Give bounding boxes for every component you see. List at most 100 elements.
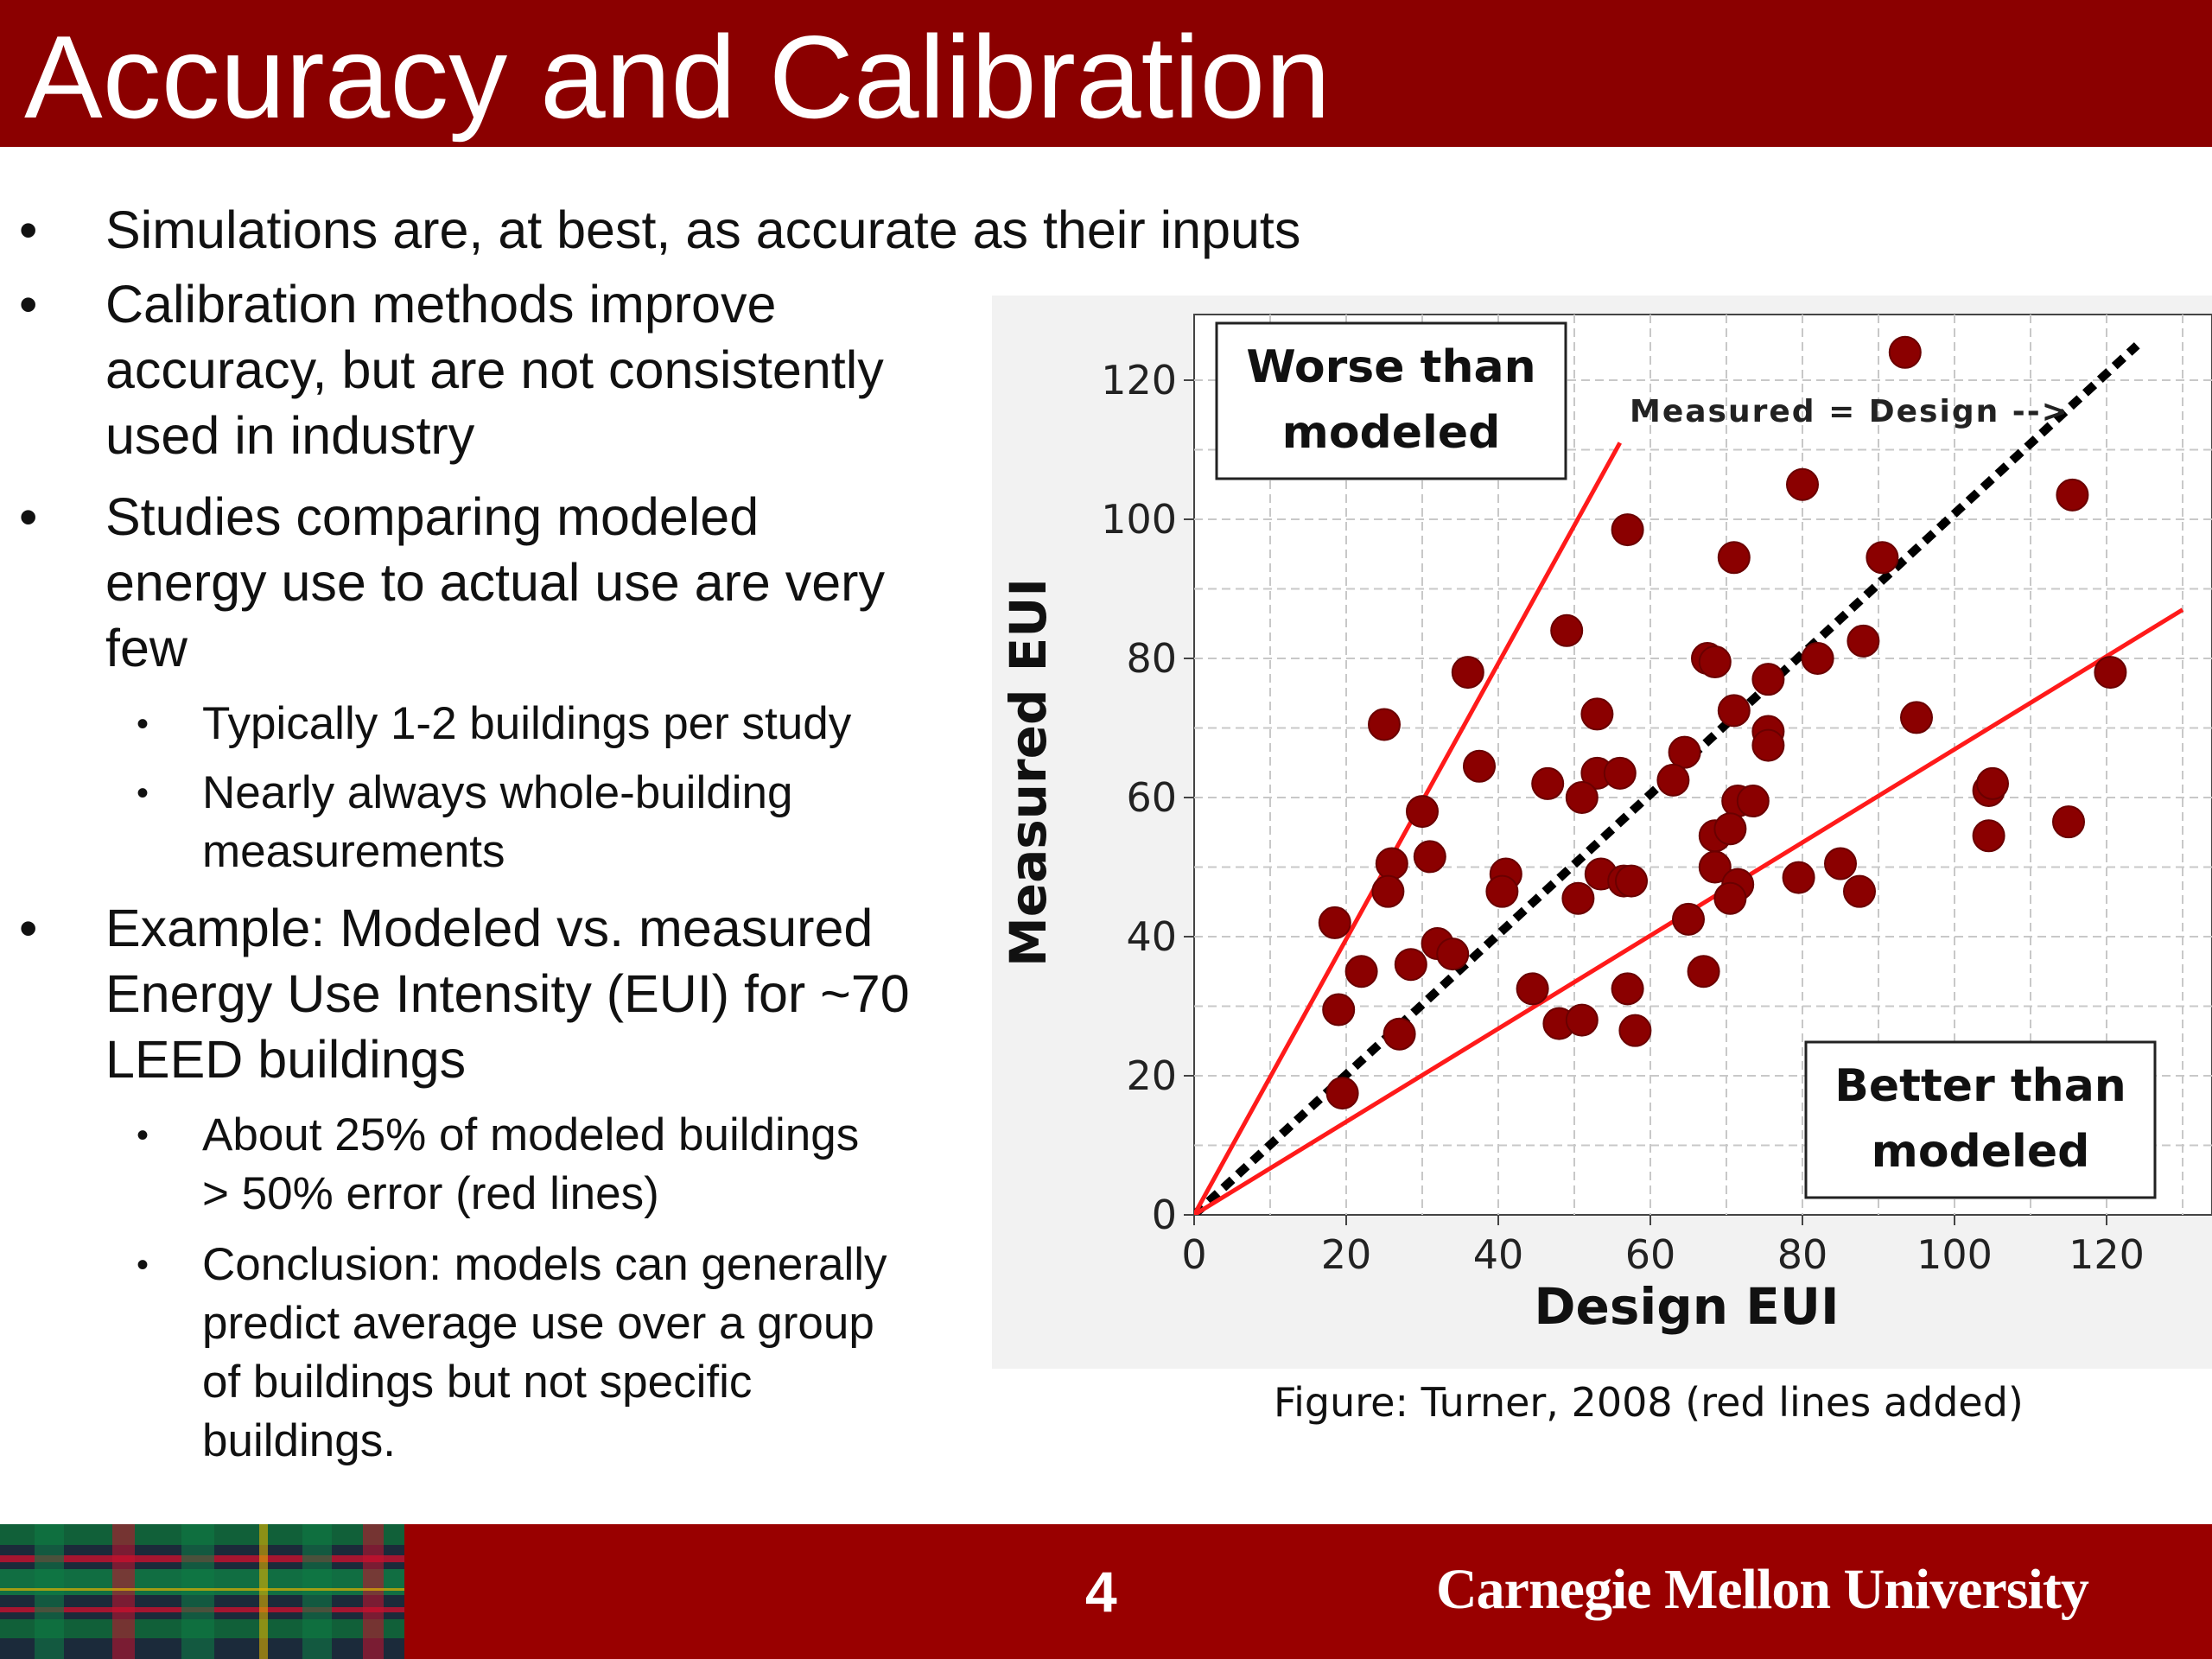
data-point [1972, 819, 2005, 853]
bullet-text: Calibration methods improve [105, 275, 777, 334]
bullet-text: of buildings but not specific [202, 1357, 753, 1408]
data-point [1801, 642, 1834, 675]
bullet-text: Typically 1-2 buildings per study [202, 698, 852, 749]
x-tick-label: 0 [1181, 1231, 1206, 1278]
scatter-chart: 0 20 40 60 80 100 120 0 20 40 60 80 100 120 Design EUI… [999, 314, 2212, 1336]
bullet-marker: • [137, 774, 149, 812]
bullet-text: > 50% error (red lines) [202, 1168, 659, 1219]
bullet-text: predict average use over a group [202, 1298, 874, 1349]
sub-bullet-item: • About 25% of modeled buildings > 50% e… [137, 1106, 859, 1224]
data-point [1436, 938, 1470, 971]
data-point [1463, 749, 1496, 783]
figure-caption: Figure: Turner, 2008 (red lines added) [1274, 1379, 2024, 1426]
y-axis-label: Measured EUI [999, 578, 1058, 967]
x-axis-label: Design EUI [1534, 1277, 1839, 1336]
x-tick-label: 120 [2069, 1231, 2145, 1278]
y-tick-label: 60 [1126, 774, 1177, 821]
tartan-pattern [0, 1524, 404, 1659]
bullet-marker: • [137, 1116, 149, 1154]
data-point [2094, 656, 2127, 690]
x-tick-label: 40 [1473, 1231, 1524, 1278]
bullet-item: • Simulations are, at best, as accurate … [19, 197, 1300, 263]
data-point [1318, 906, 1351, 939]
bullet-marker: • [19, 200, 38, 259]
y-tick-label: 20 [1126, 1052, 1177, 1099]
diagonal-annotation: Measured = Design --> [1630, 394, 2069, 429]
data-point [1611, 513, 1644, 547]
better-label-line1: Better than [1834, 1060, 2126, 1112]
data-point [1382, 1017, 1416, 1051]
data-point [1531, 766, 1565, 800]
bullet-text: accuracy, but are not consistently [105, 340, 884, 399]
data-point [2056, 478, 2089, 512]
bullet-text: Conclusion: models can generally [202, 1239, 887, 1290]
bullet-item: • Calibration methods improve accuracy, … [19, 271, 884, 468]
data-point [1866, 541, 1899, 575]
y-tick-label: 80 [1126, 635, 1177, 682]
data-point [1371, 874, 1405, 908]
data-point [1615, 864, 1648, 898]
bullet-marker: • [137, 1246, 149, 1284]
data-point [1565, 1003, 1599, 1037]
data-point [1717, 541, 1751, 575]
data-point [1550, 613, 1584, 647]
data-point [1687, 955, 1720, 988]
bullet-item: • Example: Modeled vs. measured Energy U… [19, 895, 910, 1092]
data-point [1713, 881, 1747, 915]
bullet-text: Nearly always whole-building [202, 767, 793, 818]
data-point [1375, 847, 1408, 880]
data-point [1561, 881, 1595, 915]
data-point [1698, 850, 1732, 884]
data-point [1322, 993, 1356, 1027]
data-point [1976, 766, 2009, 800]
y-tick-label: 40 [1126, 913, 1177, 960]
university-logo: Carnegie Mellon University [1436, 1558, 2089, 1621]
data-point [1565, 781, 1599, 814]
data-point [1580, 697, 1614, 731]
data-point [1843, 874, 1876, 908]
sub-bullet-item: • Nearly always whole-building measureme… [137, 764, 793, 881]
x-tick-label: 80 [1777, 1231, 1828, 1278]
x-tick-label: 60 [1625, 1231, 1676, 1278]
bullet-item: • Studies comparing modeled energy use t… [19, 484, 885, 681]
data-point [1406, 795, 1439, 829]
data-point [1717, 694, 1751, 728]
bullet-text: energy use to actual use are very [105, 553, 885, 612]
data-point [1344, 955, 1378, 988]
data-point [1618, 1014, 1652, 1047]
bullet-text: Example: Modeled vs. measured [105, 899, 874, 957]
y-tick-label: 100 [1101, 496, 1177, 543]
data-point [1698, 645, 1732, 679]
data-point [1736, 785, 1770, 818]
bullet-text: Studies comparing modeled [105, 487, 760, 546]
data-point [1900, 701, 1933, 734]
y-tick-label: 0 [1152, 1192, 1177, 1238]
data-point [1672, 902, 1705, 936]
x-tick-label: 100 [1916, 1231, 1993, 1278]
data-point [1485, 874, 1519, 908]
bullet-text: few [105, 619, 188, 677]
data-point [2052, 805, 2085, 839]
bullet-text: measurements [202, 826, 505, 877]
data-point [1516, 972, 1549, 1006]
data-point [1847, 624, 1880, 658]
worse-label-line1: Worse than [1246, 341, 1535, 393]
data-point [1451, 656, 1484, 690]
bullet-text: Energy Use Intensity (EUI) for ~70 [105, 964, 910, 1023]
data-point [1656, 763, 1690, 797]
data-point [1368, 708, 1401, 741]
data-point [1413, 840, 1446, 874]
slide-title: Accuracy and Calibration [24, 11, 1331, 143]
footer-bar: 4 Carnegie Mellon University [0, 1524, 2212, 1659]
data-point [1603, 756, 1637, 790]
sub-bullet-item: • Conclusion: models can generally predi… [137, 1236, 887, 1471]
data-point [1713, 812, 1747, 846]
data-point [1751, 728, 1785, 762]
data-point [1824, 847, 1857, 880]
bullet-text: LEED buildings [105, 1030, 467, 1089]
bullet-text: used in industry [105, 406, 475, 465]
data-point [1751, 663, 1785, 696]
bullet-text: buildings. [202, 1415, 396, 1466]
data-point [1668, 735, 1701, 769]
page-number: 4 [1085, 1560, 1117, 1624]
